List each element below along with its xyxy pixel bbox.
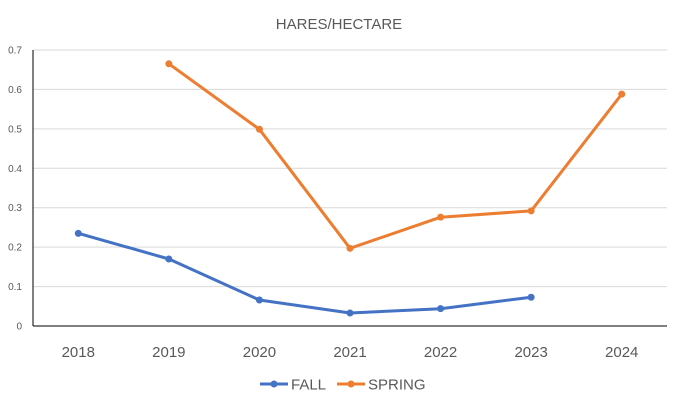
y-tick-label: 0.4: [8, 164, 22, 175]
chart-title: HARES/HECTARE: [276, 16, 402, 33]
data-point-fall: [255, 296, 263, 304]
data-point-spring: [255, 125, 263, 133]
data-point-spring: [346, 244, 354, 252]
data-point-spring: [165, 60, 173, 68]
y-tick-label: 0.7: [8, 46, 22, 57]
x-tick-label: 2022: [424, 344, 457, 361]
y-tick-label: 0.2: [8, 243, 22, 254]
legend-item-spring: SPRING: [337, 377, 426, 394]
gridlines: [33, 49, 667, 288]
legend-marker-spring: [347, 380, 355, 388]
y-tick-label: 0: [16, 322, 22, 333]
series-line-fall: [76, 231, 533, 315]
data-point-spring: [437, 213, 445, 221]
data-point-fall: [346, 309, 354, 317]
series-line-spring: [167, 62, 624, 250]
data-point-spring: [527, 207, 535, 215]
x-tick-label: 2018: [62, 344, 95, 361]
legend-item-fall: FALL: [260, 377, 326, 394]
x-tick-label: 2021: [333, 344, 366, 361]
x-tick-label: 2020: [243, 344, 276, 361]
y-tick-label: 0.1: [8, 282, 22, 293]
x-tick-label: 2019: [152, 344, 185, 361]
data-point-fall: [165, 255, 173, 263]
data-series: [74, 60, 626, 317]
y-tick-label: 0.5: [8, 124, 22, 135]
y-tick-label: 0.6: [8, 85, 22, 96]
legend-marker-fall: [270, 380, 278, 388]
y-axis-ticks: 0 0.1 0.2 0.3 0.4 0.5 0.6 0.7: [8, 46, 22, 333]
data-point-fall: [437, 305, 445, 313]
x-axis-ticks: 2018 2019 2020 2021 2022 2023 2024: [62, 344, 639, 361]
axes: [32, 50, 667, 327]
data-point-spring: [618, 90, 626, 98]
x-tick-label: 2023: [514, 344, 547, 361]
series-spring: [165, 60, 626, 252]
y-tick-label: 0.3: [8, 203, 22, 214]
legend: FALL SPRING: [260, 377, 426, 394]
legend-label-fall: FALL: [291, 377, 326, 394]
series-fall: [74, 229, 535, 317]
data-point-fall: [74, 229, 82, 237]
data-point-fall: [527, 293, 535, 301]
legend-label-spring: SPRING: [368, 377, 426, 394]
x-tick-label: 2024: [605, 344, 638, 361]
